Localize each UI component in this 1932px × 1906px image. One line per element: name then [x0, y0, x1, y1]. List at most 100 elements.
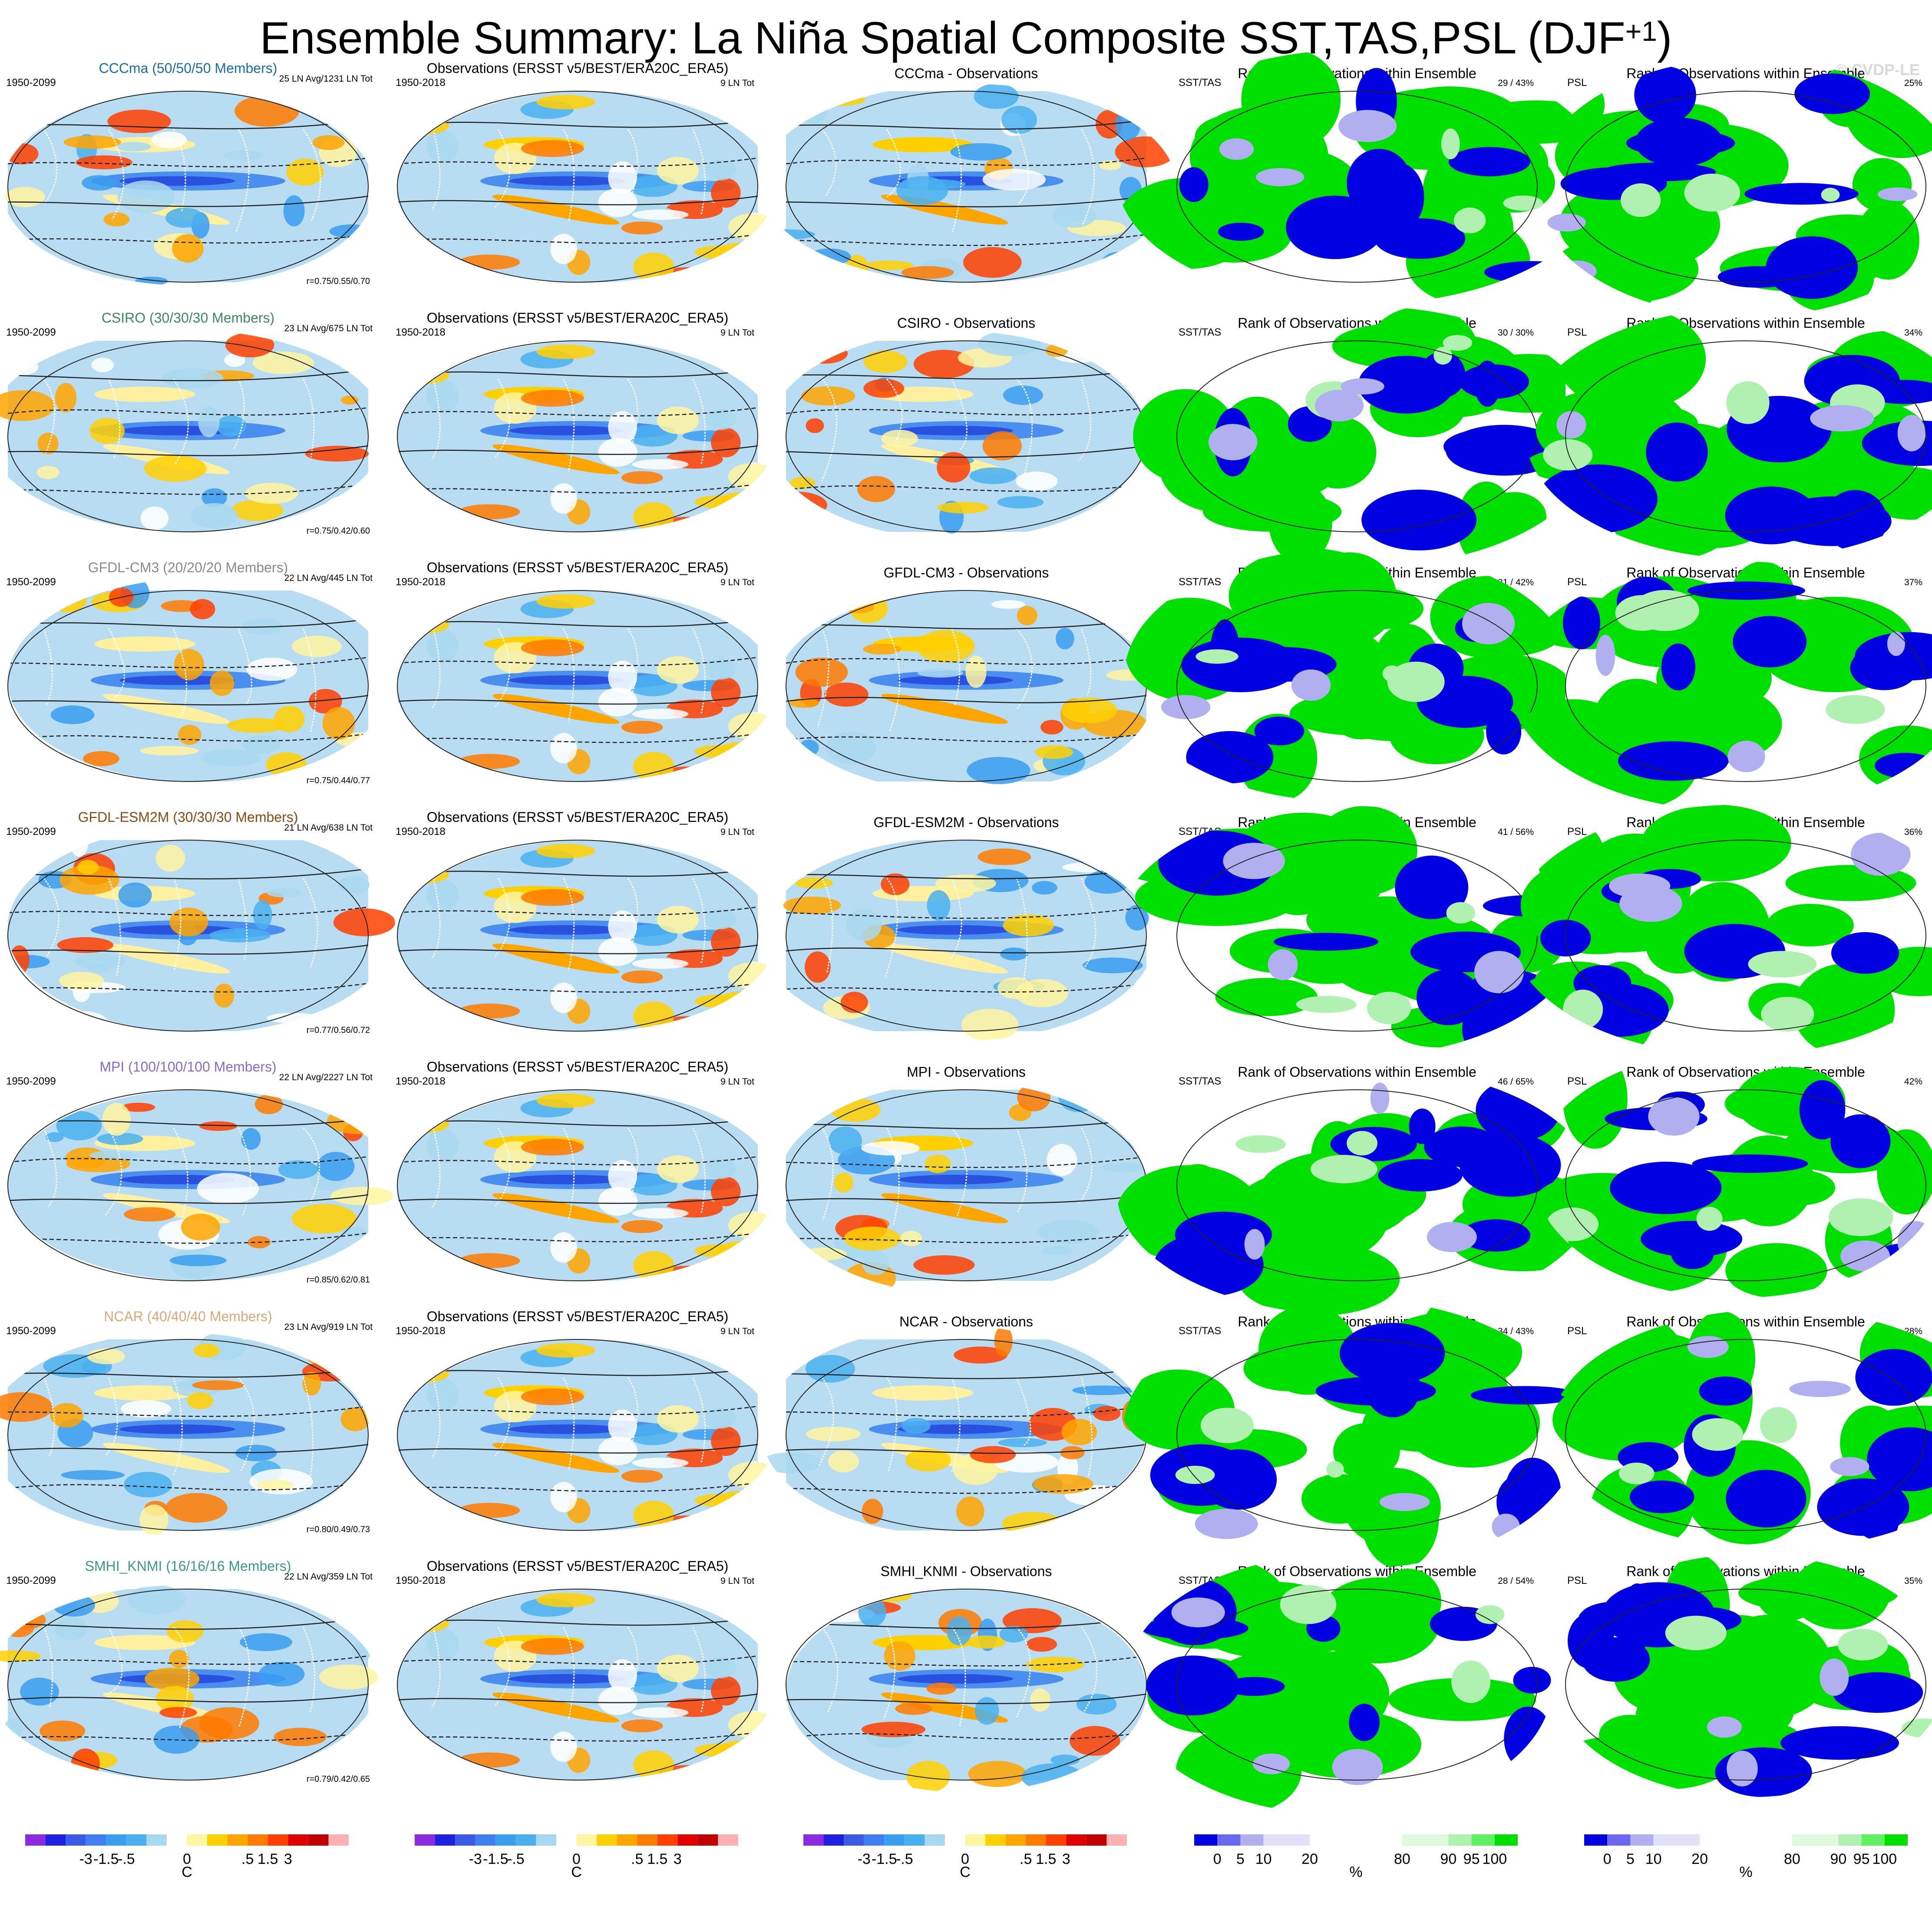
anomaly-blob [713, 1740, 766, 1773]
rank-mid-blob [1665, 1616, 1727, 1650]
cold-tongue-core [898, 675, 1013, 685]
anomaly-blob [396, 1364, 449, 1383]
anomaly-blob [969, 467, 1017, 485]
panel-title: Observations (ERSST v5/BEST/ERA20C_ERA5) [427, 1558, 729, 1574]
anomaly-blob [598, 188, 637, 217]
anomaly-blob [728, 463, 776, 490]
globe-outline [397, 1589, 758, 1781]
panel-count: 9 LN Tot [720, 1326, 754, 1336]
coastline [951, 1128, 968, 1217]
rank-mid-blob [1219, 138, 1254, 160]
coastline [692, 1377, 706, 1463]
rank-low-blob [1733, 616, 1807, 668]
panel-period: 1950-2099 [6, 77, 56, 89]
rank-low-blob [1646, 422, 1708, 482]
anomaly-blob [608, 1409, 637, 1443]
psl-contour [786, 1194, 1147, 1204]
panel-period: 1950-2099 [6, 1575, 56, 1586]
anomaly-blob [621, 1220, 663, 1233]
anomaly-blob [266, 752, 307, 777]
anomaly-blob [598, 1686, 637, 1715]
rank-low-blob [1867, 1427, 1932, 1491]
coastline [692, 628, 706, 714]
rank-mid-blob [1223, 843, 1285, 879]
panel-score: 25% [1904, 78, 1922, 88]
anomaly-blob [982, 431, 1022, 461]
anomaly-blob [1017, 1084, 1051, 1111]
anomaly-blob [0, 1392, 53, 1422]
coastline [106, 1377, 118, 1455]
colorbar-swatch [1240, 1834, 1264, 1846]
anomaly-blob [935, 874, 996, 893]
anomaly-blob [89, 418, 125, 444]
map-field [396, 91, 776, 283]
coastline [303, 628, 317, 732]
anomaly-blob [181, 1214, 220, 1241]
psl-contour [7, 119, 369, 129]
rank-low-blob [1634, 66, 1696, 124]
coastline [431, 628, 441, 710]
colorbar-swatch [1494, 1834, 1518, 1846]
anomaly-blob [826, 731, 876, 764]
map-field [396, 341, 776, 533]
anomaly-blob [343, 330, 385, 359]
panel-correlation: r=0.75/0.44/0.77 [307, 776, 370, 785]
panel-period: 1950-2099 [6, 1075, 56, 1087]
coastline [303, 1627, 316, 1714]
colorbar-tick-label: 5 [1236, 1851, 1245, 1867]
rank-mid-blob [1821, 188, 1840, 202]
panel-title: Observations (ERSST v5/BEST/ERA20C_ERA5) [427, 1309, 729, 1324]
map-field [1116, 806, 1580, 1058]
panel-score: 37% [1904, 577, 1922, 587]
row-gfdl-esm2m: GFDL-ESM2M (30/30/30 Members) 1950-2099 21… [6, 805, 1932, 1058]
panel-title: MPI - Observations [907, 1064, 1026, 1080]
anomaly-blob [340, 1407, 370, 1431]
colorbar-swatch [1356, 1834, 1402, 1846]
anomaly-blob [321, 756, 370, 773]
rank-mid-blob [1256, 168, 1305, 186]
globe-outline [397, 340, 758, 532]
rank-mid-blob [1296, 996, 1357, 1013]
psl-contour [397, 1731, 758, 1742]
anomaly-blob [144, 455, 207, 482]
anomaly-blob [3, 1617, 35, 1637]
panel-observations: Observations (ERSST v5/BEST/ERA20C_ERA5)… [396, 1558, 776, 1781]
rank-low-blob [1772, 496, 1892, 546]
anomaly-blob [1060, 1446, 1085, 1460]
anomaly-blob [197, 1173, 259, 1204]
anomaly-blob [214, 983, 234, 1008]
anomaly-blob [793, 346, 816, 370]
anomaly-blob [155, 1686, 194, 1711]
anomaly-blob [1099, 160, 1122, 170]
rank-mid-blob [1171, 1597, 1225, 1628]
panel-title: Rank of Observations within Ensemble [1238, 1064, 1476, 1080]
anomaly-blob [255, 1094, 283, 1115]
anomaly-blob [521, 1388, 584, 1405]
psl-contour [786, 234, 1147, 246]
panel-score: 46 / 65% [1498, 1077, 1534, 1087]
rank-low-blob [1799, 1080, 1846, 1140]
coastline [886, 628, 900, 731]
anomaly-blob [704, 659, 736, 680]
colorbar-swatch [904, 1834, 925, 1846]
psl-contour [397, 906, 758, 916]
rank-high-blob [1738, 1573, 1899, 1613]
anomaly-blob [550, 1731, 577, 1762]
psl-contour [8, 1232, 369, 1244]
colorbar-swatch [985, 1834, 1006, 1846]
panel-rank-sst: Rank of Observations within EnsembleSST/… [1124, 1555, 1552, 1814]
anomaly-blob [1128, 1005, 1154, 1024]
anomaly-blob [982, 168, 1046, 191]
anomaly-blob [657, 1655, 699, 1682]
anomaly-blob [608, 910, 637, 943]
anomaly-blob [704, 1408, 736, 1429]
colorbar-swatch [1838, 1834, 1862, 1846]
anomaly-blob [845, 908, 882, 941]
panel-rank-sst: Rank of Observations within EnsembleSST/… [1116, 49, 1604, 305]
anomaly-blob [151, 132, 187, 148]
anomaly-blob [521, 639, 584, 656]
anomaly-blob [704, 909, 736, 930]
panel-period: 1950-2018 [396, 1075, 446, 1087]
anomaly-blob [396, 615, 449, 634]
anomaly-blob [1033, 1474, 1093, 1494]
